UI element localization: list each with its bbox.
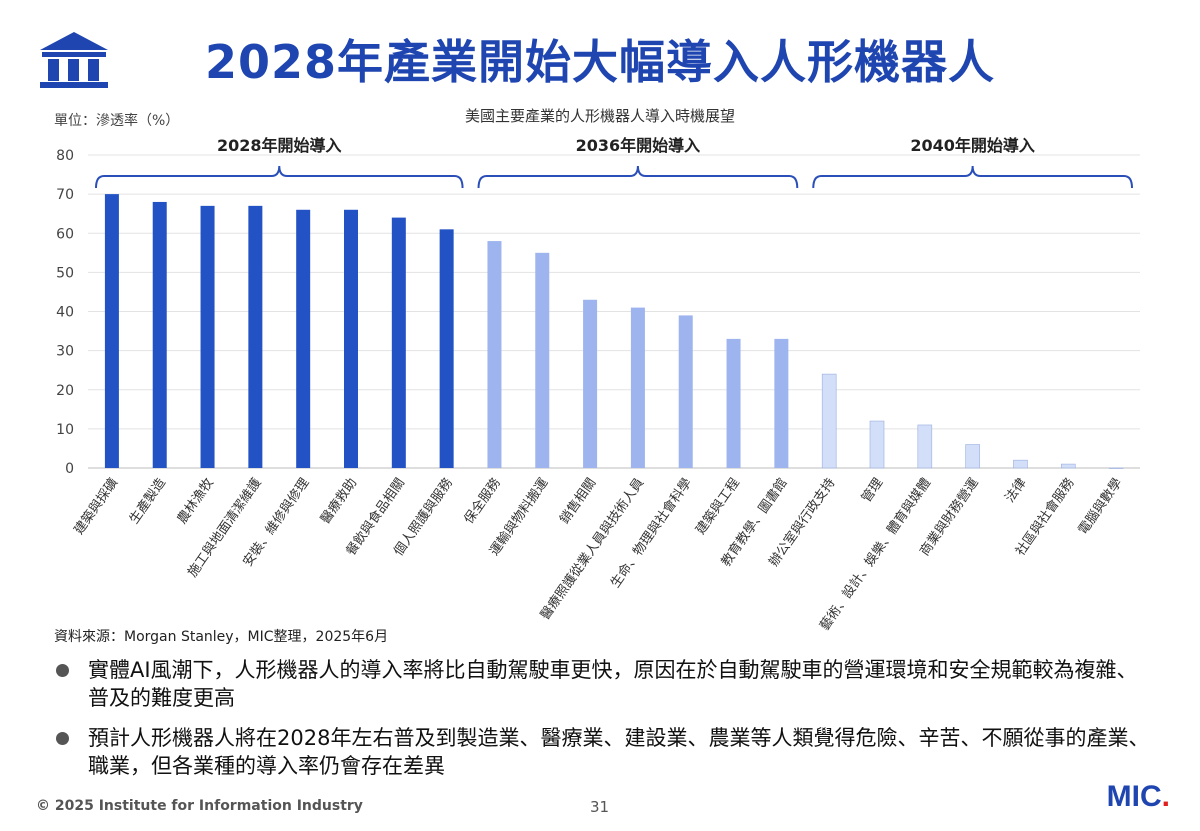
bar [917,424,933,469]
bar [821,373,837,469]
bar [1108,467,1124,469]
mic-logo: MIC. [1107,780,1170,814]
group-brace [812,165,1133,189]
y-tick-label: 40 [56,305,74,321]
bar [726,338,741,468]
institute-building-icon [40,32,108,88]
group-label: 2028年開始導入 [217,136,342,155]
x-tick-label: 銷售相關 [556,475,599,527]
bullet-text: 實體AI風潮下，人形機器人的導入率將比自動駕駛車更快，原因在於自動駕駛車的營運環… [88,658,1138,710]
y-tick-label: 60 [56,226,74,242]
bar [439,229,454,468]
y-tick-label: 30 [56,344,74,360]
bar [774,338,789,468]
bar [248,205,263,469]
x-tick-label: 醫療救助 [317,475,360,527]
y-tick-label: 0 [65,461,74,477]
bar [678,315,693,468]
y-tick-label: 20 [56,383,74,399]
x-tick-label: 生產製造 [126,475,169,527]
chart-unit-label: 單位：滲透率（%） [54,113,180,129]
x-tick-label: 生命、物理與社會科學 [607,475,695,591]
group-label: 2040年開始導入 [910,136,1035,155]
page-title: 2028年產業開始大幅導入人形機器人 [204,35,996,89]
group-brace [477,165,799,189]
y-tick-label: 80 [56,148,74,164]
x-tick-label: 電腦與數學 [1076,476,1126,538]
source-note: 資料來源：Morgan Stanley，MIC整理，2025年6月 [54,629,389,645]
bar [391,217,406,468]
group-brace [95,165,464,189]
bar [535,252,550,468]
x-tick-label: 管理 [859,476,886,506]
x-tick-label: 農林漁牧 [175,476,217,527]
bar [869,420,885,469]
page-number: 31 [590,798,610,816]
bullet-item: 預計人形機器人將在2028年左右普及到製造業、醫療業、建設業、農業等人類覺得危險… [56,724,1156,780]
y-tick-label: 70 [56,187,74,203]
bar [965,444,980,469]
bar [583,299,598,468]
copyright: © 2025 Institute for Information Industr… [36,798,363,814]
bullet-dot-icon [56,732,69,745]
x-tick-label: 法律 [1003,476,1030,506]
x-tick-label: 保全服務 [461,475,504,527]
chart-title: 美國主要產業的人形機器人導入時機展望 [464,107,735,125]
bullet-text: 預計人形機器人將在2028年左右普及到製造業、醫療業、建設業、農業等人類覺得危險… [88,726,1150,778]
bar [152,201,167,468]
bar [630,307,645,468]
bar [487,241,502,468]
y-tick-label: 10 [56,422,74,438]
bar [1060,463,1076,469]
mic-logo-text: MIC [1106,780,1162,813]
x-tick-label: 建築與採礦 [71,475,121,537]
bar [344,209,358,468]
mic-logo-dot: . [1161,780,1170,813]
bar [200,205,215,469]
bullet-list: 實體AI風潮下，人形機器人的導入率將比自動駕駛車更快，原因在於自動駕駛車的營運環… [56,656,1156,792]
bar [1013,459,1028,469]
bullet-item: 實體AI風潮下，人形機器人的導入率將比自動駕駛車更快，原因在於自動駕駛車的營運環… [56,656,1156,712]
y-tick-label: 50 [56,265,74,281]
bar [296,209,311,468]
x-tick-label: 建築與工程 [693,476,743,538]
bar [104,194,119,468]
group-label: 2036年開始導入 [576,136,701,155]
bullet-dot-icon [56,664,69,677]
